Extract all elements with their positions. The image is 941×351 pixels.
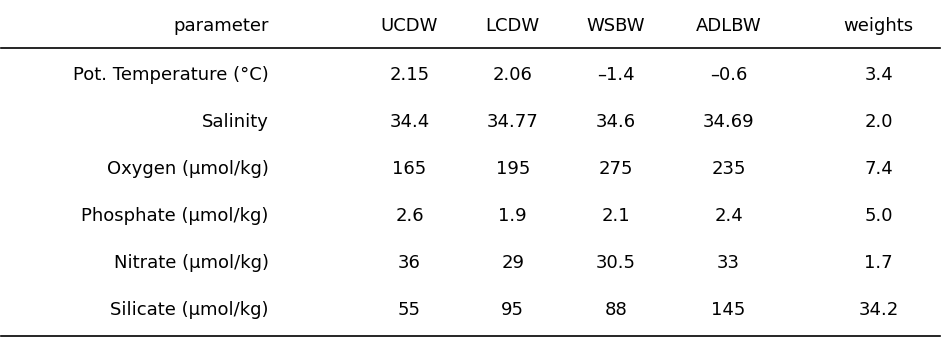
Text: 1.7: 1.7 <box>865 253 893 272</box>
Text: 275: 275 <box>598 160 633 178</box>
Text: 29: 29 <box>502 253 524 272</box>
Text: Nitrate (μmol/kg): Nitrate (μmol/kg) <box>114 253 269 272</box>
Text: Oxygen (μmol/kg): Oxygen (μmol/kg) <box>107 160 269 178</box>
Text: LCDW: LCDW <box>486 17 540 35</box>
Text: Silicate (μmol/kg): Silicate (μmol/kg) <box>110 300 269 319</box>
Text: ADLBW: ADLBW <box>695 17 761 35</box>
Text: 2.6: 2.6 <box>395 206 423 225</box>
Text: 88: 88 <box>604 300 628 319</box>
Text: 33: 33 <box>717 253 740 272</box>
Text: 30.5: 30.5 <box>596 253 636 272</box>
Text: 95: 95 <box>502 300 524 319</box>
Text: Pot. Temperature (°C): Pot. Temperature (°C) <box>73 66 269 84</box>
Text: 34.2: 34.2 <box>858 300 899 319</box>
Text: WSBW: WSBW <box>586 17 646 35</box>
Text: weights: weights <box>843 17 914 35</box>
Text: Salinity: Salinity <box>202 113 269 131</box>
Text: 34.77: 34.77 <box>486 113 538 131</box>
Text: 34.6: 34.6 <box>596 113 636 131</box>
Text: UCDW: UCDW <box>381 17 439 35</box>
Text: 235: 235 <box>711 160 746 178</box>
Text: 34.69: 34.69 <box>703 113 755 131</box>
Text: –1.4: –1.4 <box>598 66 635 84</box>
Text: 1.9: 1.9 <box>499 206 527 225</box>
Text: 2.15: 2.15 <box>390 66 430 84</box>
Text: 2.4: 2.4 <box>714 206 742 225</box>
Text: 36: 36 <box>398 253 421 272</box>
Text: Phosphate (μmol/kg): Phosphate (μmol/kg) <box>82 206 269 225</box>
Text: 34.4: 34.4 <box>390 113 430 131</box>
Text: 2.0: 2.0 <box>865 113 893 131</box>
Text: 5.0: 5.0 <box>865 206 893 225</box>
Text: 145: 145 <box>711 300 745 319</box>
Text: 7.4: 7.4 <box>864 160 893 178</box>
Text: 55: 55 <box>398 300 421 319</box>
Text: 195: 195 <box>496 160 530 178</box>
Text: parameter: parameter <box>173 17 269 35</box>
Text: 2.1: 2.1 <box>601 206 630 225</box>
Text: –0.6: –0.6 <box>710 66 747 84</box>
Text: 3.4: 3.4 <box>864 66 893 84</box>
Text: 2.06: 2.06 <box>493 66 533 84</box>
Text: 165: 165 <box>392 160 426 178</box>
